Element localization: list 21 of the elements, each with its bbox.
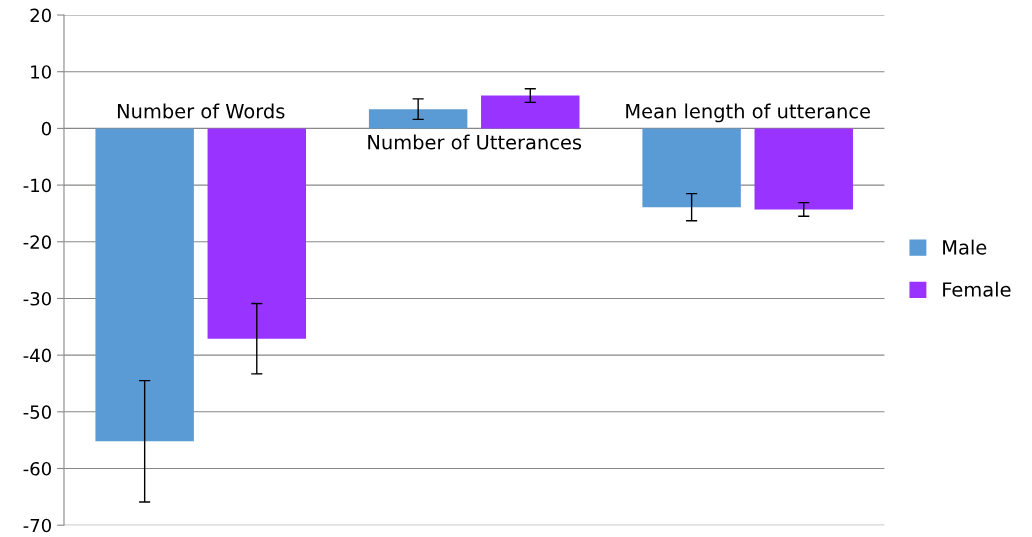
- x-tick-label: Number of Words: [117, 103, 285, 119]
- bar: [481, 95, 580, 129]
- y-tick-label: 10: [31, 65, 51, 79]
- x-tick-label: Number of Utterances: [368, 134, 582, 150]
- y-tick-label: -20: [23, 235, 51, 249]
- bar: [754, 128, 853, 210]
- y-tick-label: -40: [23, 348, 51, 363]
- y-tick-label: 20: [30, 8, 51, 23]
- y-tick-label: -10: [23, 178, 51, 193]
- bar: [207, 128, 307, 339]
- y-tick-label: -60: [23, 461, 51, 476]
- legend-label: Male: [943, 239, 987, 255]
- bar: [95, 128, 194, 442]
- y-tick-label: 0: [41, 121, 51, 136]
- x-tick-label: Mean length of utterance: [626, 103, 870, 123]
- y-tick-label: -30: [23, 291, 51, 306]
- bar: [368, 109, 468, 129]
- legend-label: Female: [943, 281, 1011, 297]
- y-tick-label: -70: [23, 518, 51, 533]
- bar: [642, 128, 741, 208]
- y-tick-label: -50: [23, 405, 51, 419]
